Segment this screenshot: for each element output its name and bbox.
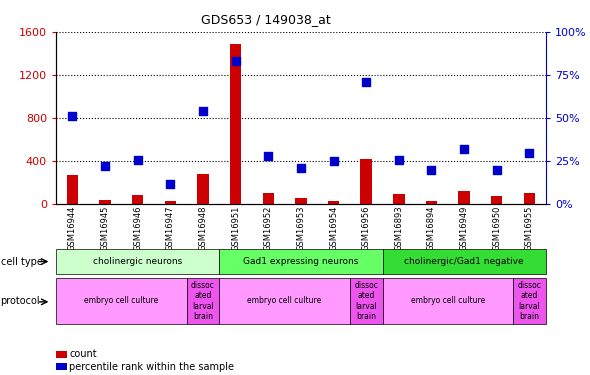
Point bbox=[460, 146, 469, 152]
Text: Gad1 expressing neurons: Gad1 expressing neurons bbox=[243, 257, 359, 266]
Bar bbox=[230, 44, 241, 204]
Bar bbox=[165, 201, 176, 204]
Bar bbox=[197, 174, 209, 204]
Point bbox=[525, 150, 534, 156]
Bar bbox=[360, 159, 372, 204]
Point bbox=[231, 58, 240, 64]
Point bbox=[264, 153, 273, 159]
Text: embryo cell culture: embryo cell culture bbox=[247, 296, 322, 305]
Point bbox=[198, 108, 208, 114]
Text: dissoc
ated
larval
brain: dissoc ated larval brain bbox=[517, 281, 542, 321]
Bar bbox=[458, 191, 470, 204]
Bar bbox=[524, 192, 535, 204]
Text: cholinergic neurons: cholinergic neurons bbox=[93, 257, 182, 266]
Text: protocol: protocol bbox=[1, 296, 40, 306]
Text: embryo cell culture: embryo cell culture bbox=[84, 296, 159, 305]
Bar bbox=[426, 201, 437, 204]
Bar bbox=[132, 195, 143, 204]
Point bbox=[166, 181, 175, 187]
Bar bbox=[393, 194, 405, 204]
Text: dissoc
ated
larval
brain: dissoc ated larval brain bbox=[191, 281, 215, 321]
Text: cholinergic/Gad1 negative: cholinergic/Gad1 negative bbox=[404, 257, 524, 266]
Text: cell type: cell type bbox=[1, 256, 42, 267]
Bar bbox=[263, 193, 274, 204]
Point bbox=[100, 164, 110, 170]
Bar bbox=[67, 175, 78, 204]
Bar bbox=[99, 200, 111, 204]
Text: GDS653 / 149038_at: GDS653 / 149038_at bbox=[201, 13, 330, 26]
Bar bbox=[491, 196, 503, 204]
Point bbox=[133, 156, 142, 162]
Point bbox=[362, 79, 371, 85]
Point bbox=[296, 165, 306, 171]
Bar bbox=[295, 198, 307, 204]
Point bbox=[394, 156, 404, 162]
Point bbox=[68, 113, 77, 119]
Text: embryo cell culture: embryo cell culture bbox=[411, 296, 485, 305]
Point bbox=[427, 167, 436, 173]
Text: percentile rank within the sample: percentile rank within the sample bbox=[69, 362, 234, 372]
Point bbox=[329, 158, 338, 164]
Bar bbox=[328, 201, 339, 204]
Text: dissoc
ated
larval
brain: dissoc ated larval brain bbox=[354, 281, 378, 321]
Text: count: count bbox=[69, 350, 97, 359]
Point bbox=[492, 167, 502, 173]
